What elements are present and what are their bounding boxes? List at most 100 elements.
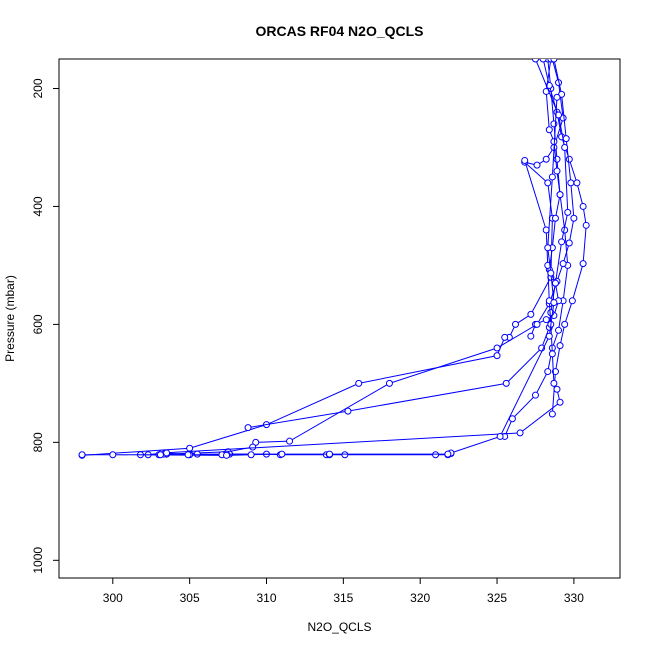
y-axis: 200 400 600 800 1000 — [31, 78, 59, 574]
data-point — [548, 350, 556, 358]
data-point — [547, 269, 555, 277]
data-point — [531, 59, 539, 63]
series-line — [166, 59, 575, 455]
chart-title: ORCAS RF04 N2O_QCLS — [255, 23, 423, 39]
data-point — [521, 156, 529, 164]
data-point — [78, 451, 86, 459]
data-point — [550, 59, 558, 63]
data-point — [542, 155, 550, 163]
data-point — [579, 260, 587, 268]
data-point — [551, 279, 559, 287]
data-point — [579, 202, 587, 210]
data-point — [545, 126, 553, 134]
x-tick-label: 310 — [256, 591, 276, 605]
data-point — [553, 385, 561, 393]
data-point — [570, 214, 578, 222]
data-point — [344, 407, 352, 415]
data-point — [501, 333, 509, 341]
data-point — [432, 451, 440, 459]
data-point — [496, 432, 504, 440]
data-point — [249, 443, 257, 451]
series-line — [82, 97, 558, 456]
data-point — [550, 379, 558, 387]
y-tick-label: 800 — [31, 432, 45, 452]
x-tick-label: 325 — [487, 591, 507, 605]
data-point — [539, 59, 547, 63]
data-point — [516, 429, 524, 437]
data-point — [186, 444, 194, 452]
series-line — [247, 59, 569, 429]
data-point — [163, 449, 171, 457]
data-point — [544, 368, 552, 376]
data-point — [548, 173, 556, 181]
data-point — [444, 450, 452, 458]
x-tick-label: 330 — [564, 591, 584, 605]
x-axis: 300 305 310 315 320 325 330 — [103, 578, 584, 605]
data-point — [564, 208, 572, 216]
data-point — [558, 238, 566, 246]
data-point — [542, 316, 550, 324]
x-tick-label: 300 — [103, 591, 123, 605]
data-point — [156, 451, 164, 459]
y-tick-label: 400 — [31, 196, 45, 216]
data-point — [533, 161, 541, 169]
data-point — [385, 379, 393, 387]
data-point — [561, 320, 569, 328]
data-point — [559, 260, 567, 268]
data-point — [527, 332, 535, 340]
data-point — [278, 450, 286, 458]
data-point — [555, 326, 563, 334]
data-point — [533, 320, 541, 328]
data-point — [545, 332, 553, 340]
data-point — [511, 320, 519, 328]
y-tick-label: 600 — [31, 314, 45, 334]
data-point — [551, 368, 559, 376]
data-point — [573, 179, 581, 187]
data-point — [326, 450, 334, 458]
series-line — [504, 59, 569, 437]
data-point — [502, 379, 510, 387]
data-point — [568, 297, 576, 305]
data-point — [565, 239, 573, 247]
data-point — [565, 155, 573, 163]
data-point — [551, 214, 559, 222]
data-point — [531, 391, 539, 399]
x-tick-label: 315 — [333, 591, 353, 605]
data-point — [553, 155, 561, 163]
data-point — [553, 93, 561, 101]
y-tick-label: 200 — [31, 78, 45, 98]
data-point — [493, 344, 501, 352]
data-point — [252, 438, 260, 446]
data-point — [341, 451, 349, 459]
data-point — [223, 451, 231, 459]
data-point — [493, 352, 501, 360]
series-line — [82, 59, 564, 456]
data-point — [527, 310, 535, 318]
data-point — [548, 410, 556, 418]
data-point — [553, 167, 561, 175]
data-point — [355, 379, 363, 387]
data-point — [562, 135, 570, 143]
data-point — [247, 451, 255, 459]
data-point — [109, 451, 117, 459]
data-point — [567, 179, 575, 187]
data-point — [556, 191, 564, 199]
data-point — [184, 451, 192, 459]
data-point — [193, 450, 201, 458]
data-point — [561, 143, 569, 151]
data-point — [508, 415, 516, 423]
data-point — [286, 437, 294, 445]
y-tick-label: 1000 — [31, 547, 45, 574]
x-tick-label: 320 — [410, 591, 430, 605]
data-point — [544, 179, 552, 187]
plot-frame — [58, 58, 621, 579]
data-point — [556, 398, 564, 406]
x-axis-label: N2O_QCLS — [307, 620, 371, 634]
data-point — [556, 342, 564, 350]
data-point — [544, 244, 552, 252]
data-point — [550, 299, 558, 307]
data-point — [244, 424, 252, 432]
x-tick-label: 305 — [180, 591, 200, 605]
data-point — [582, 221, 590, 229]
